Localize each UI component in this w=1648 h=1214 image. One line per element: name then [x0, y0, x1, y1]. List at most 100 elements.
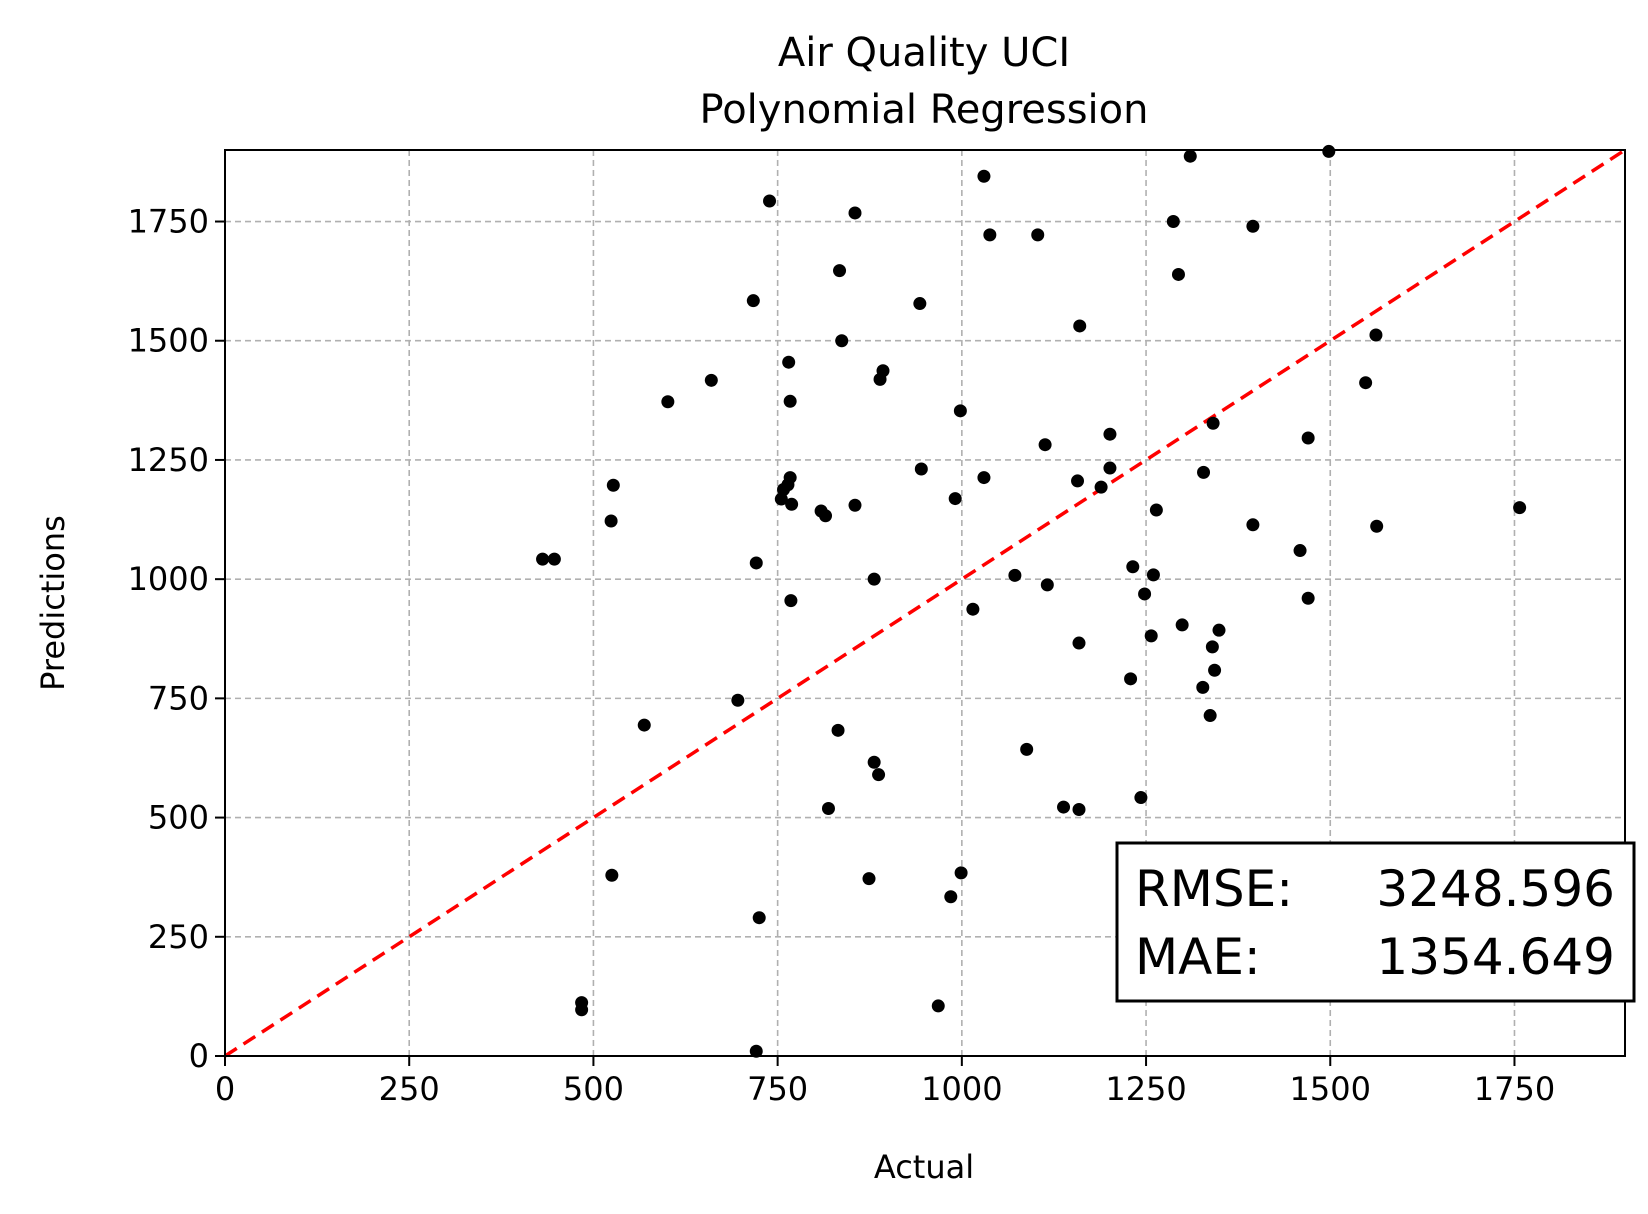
data-point — [604, 514, 618, 528]
data-point — [872, 768, 886, 782]
data-point — [873, 372, 887, 386]
data-point — [944, 890, 958, 904]
data-point — [1008, 568, 1022, 582]
data-point — [1359, 376, 1373, 390]
data-point — [1175, 618, 1189, 632]
data-point — [783, 394, 797, 408]
stats-box-frame — [1115, 841, 1636, 1003]
x-tick-label: 0 — [215, 1070, 235, 1108]
data-point — [575, 1003, 589, 1017]
data-point — [1293, 544, 1307, 558]
chart-title: Air Quality UCI — [778, 30, 1070, 76]
stats-box: RMSE: 3248.596 MAE: 1354.649 — [1115, 841, 1636, 1003]
data-points — [536, 144, 1527, 1058]
data-point — [1103, 461, 1117, 475]
data-point — [637, 718, 651, 732]
data-point — [1183, 149, 1197, 163]
y-tick-label: 750 — [148, 679, 209, 717]
data-point — [848, 206, 862, 220]
data-point — [547, 552, 561, 566]
data-point — [848, 498, 862, 512]
data-point — [1203, 709, 1217, 723]
data-point — [1040, 578, 1054, 592]
data-point — [1146, 568, 1160, 582]
data-point — [1072, 636, 1086, 650]
y-tick-label: 1750 — [128, 203, 209, 241]
data-point — [835, 334, 849, 348]
data-point — [785, 497, 799, 511]
data-point — [862, 872, 876, 886]
data-point — [913, 297, 927, 311]
data-point — [1301, 431, 1315, 445]
data-point — [983, 228, 997, 242]
y-tick-label: 1000 — [128, 560, 209, 598]
data-point — [749, 556, 763, 570]
data-point — [821, 802, 835, 816]
data-point — [831, 723, 845, 737]
data-point — [977, 169, 991, 183]
data-point — [1038, 438, 1052, 452]
data-point — [1057, 800, 1071, 814]
data-point — [1103, 427, 1117, 441]
data-point — [1073, 319, 1087, 333]
data-point — [1206, 416, 1220, 430]
data-point — [1369, 328, 1383, 342]
y-tick-label: 250 — [148, 918, 209, 956]
data-point — [867, 572, 881, 586]
data-point — [1208, 663, 1222, 677]
data-point — [867, 755, 881, 769]
data-point — [746, 294, 760, 308]
data-point — [1144, 629, 1158, 643]
data-point — [948, 492, 962, 506]
data-point — [914, 462, 928, 476]
data-point — [782, 355, 796, 369]
data-point — [1246, 518, 1260, 532]
data-point — [966, 602, 980, 616]
data-point — [1094, 480, 1108, 494]
data-point — [661, 395, 675, 409]
y-tick-label: 500 — [148, 799, 209, 837]
data-point — [774, 492, 788, 506]
data-point — [536, 552, 550, 566]
data-point — [931, 999, 945, 1013]
chart-subtitle: Polynomial Regression — [700, 87, 1149, 133]
data-point — [1071, 474, 1085, 488]
data-point — [1196, 680, 1210, 694]
data-point — [819, 509, 833, 523]
data-point — [833, 264, 847, 278]
data-point — [977, 471, 991, 485]
reference-line-layer — [224, 148, 1626, 1058]
y-tick-label: 1250 — [128, 441, 209, 479]
x-tick-label: 750 — [747, 1070, 808, 1108]
x-tick-label: 1500 — [1290, 1070, 1371, 1108]
data-point — [731, 693, 745, 707]
data-point — [1205, 640, 1219, 654]
x-tick-label: 1250 — [1105, 1070, 1186, 1108]
x-tick-label: 250 — [379, 1070, 440, 1108]
data-point — [1138, 587, 1152, 601]
y-tick-label: 1500 — [128, 322, 209, 360]
data-point — [1370, 519, 1384, 533]
data-point — [1020, 742, 1034, 756]
data-point — [1301, 591, 1315, 605]
data-point — [1246, 219, 1260, 233]
data-point — [1124, 672, 1138, 686]
mae-label: MAE: — [1135, 928, 1261, 986]
rmse-value: 3248.596 — [1376, 860, 1615, 918]
mae-value: 1354.649 — [1376, 928, 1615, 986]
x-tick-label: 500 — [563, 1070, 624, 1108]
data-point — [704, 373, 718, 387]
data-point — [1212, 623, 1226, 637]
plot-frame — [224, 149, 1626, 1057]
data-point — [1513, 501, 1527, 515]
data-point — [749, 1044, 763, 1058]
data-point — [953, 404, 967, 418]
x-tick-label: 1000 — [921, 1070, 1002, 1108]
x-tick-label: 1750 — [1474, 1070, 1555, 1108]
data-point — [752, 911, 766, 925]
y-axis-label: Predictions — [34, 515, 72, 691]
data-point — [784, 594, 798, 608]
y-tick-label: 0 — [189, 1037, 209, 1075]
rmse-label: RMSE: — [1135, 860, 1293, 918]
